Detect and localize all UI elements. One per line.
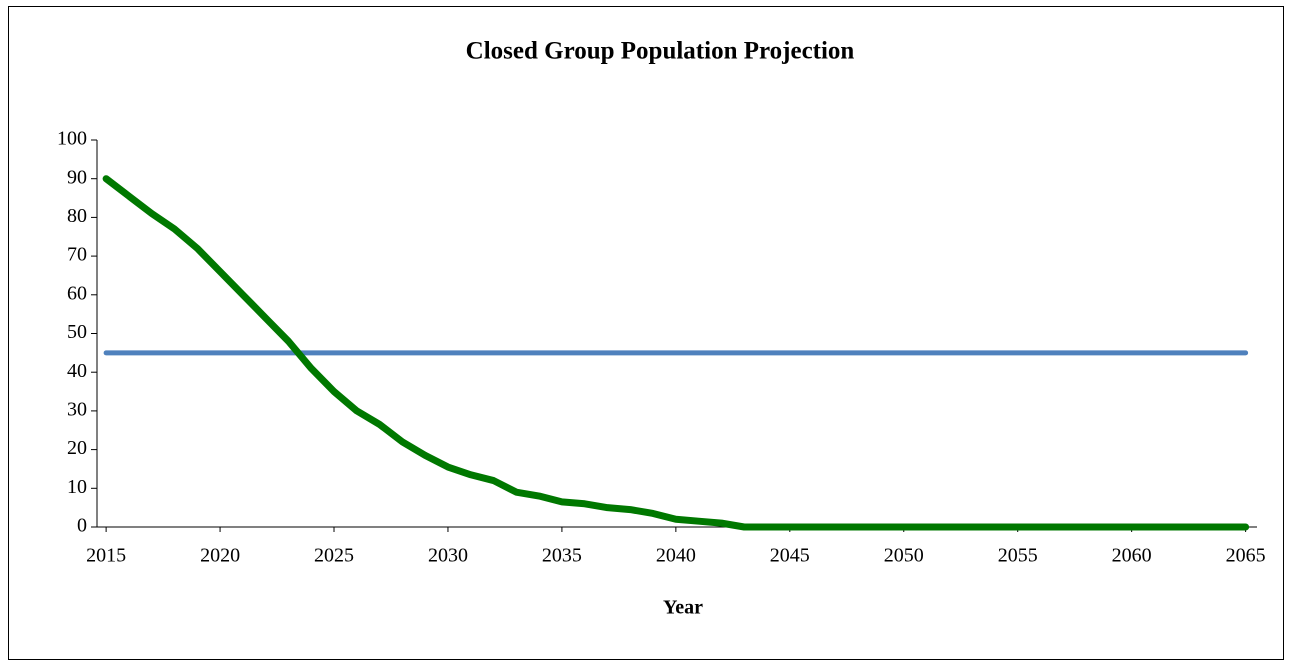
x-tick-label: 2065 — [1226, 545, 1266, 567]
x-tick-label: 2040 — [656, 545, 696, 567]
x-axis-title: Year — [663, 597, 703, 619]
x-tick-label: 2060 — [1112, 545, 1152, 567]
x-tick-label: 2030 — [428, 545, 468, 567]
y-tick-label: 70 — [67, 244, 87, 266]
y-tick-label: 80 — [67, 205, 87, 227]
y-tick-label: 90 — [67, 166, 87, 188]
y-tick-label: 40 — [67, 360, 87, 382]
x-tick-label: 2050 — [884, 545, 924, 567]
y-tick-label: 0 — [77, 515, 87, 537]
x-tick-label: 2045 — [770, 545, 810, 567]
series-line — [102, 175, 1250, 531]
x-tick-label: 2015 — [86, 545, 126, 567]
y-tick-label: 20 — [67, 437, 87, 459]
y-tick-label: 60 — [67, 282, 87, 304]
chart-border — [8, 6, 1284, 660]
x-tick-label: 2055 — [998, 545, 1038, 567]
chart-title: Closed Group Population Projection — [466, 38, 855, 65]
y-tick-label: 30 — [67, 398, 87, 420]
x-tick-label: 2035 — [542, 545, 582, 567]
y-tick-label: 100 — [57, 128, 87, 150]
x-tick-label: 2020 — [200, 545, 240, 567]
y-tick-label: 10 — [67, 476, 87, 498]
x-tick-label: 2025 — [314, 545, 354, 567]
y-tick-label: 50 — [67, 321, 87, 343]
